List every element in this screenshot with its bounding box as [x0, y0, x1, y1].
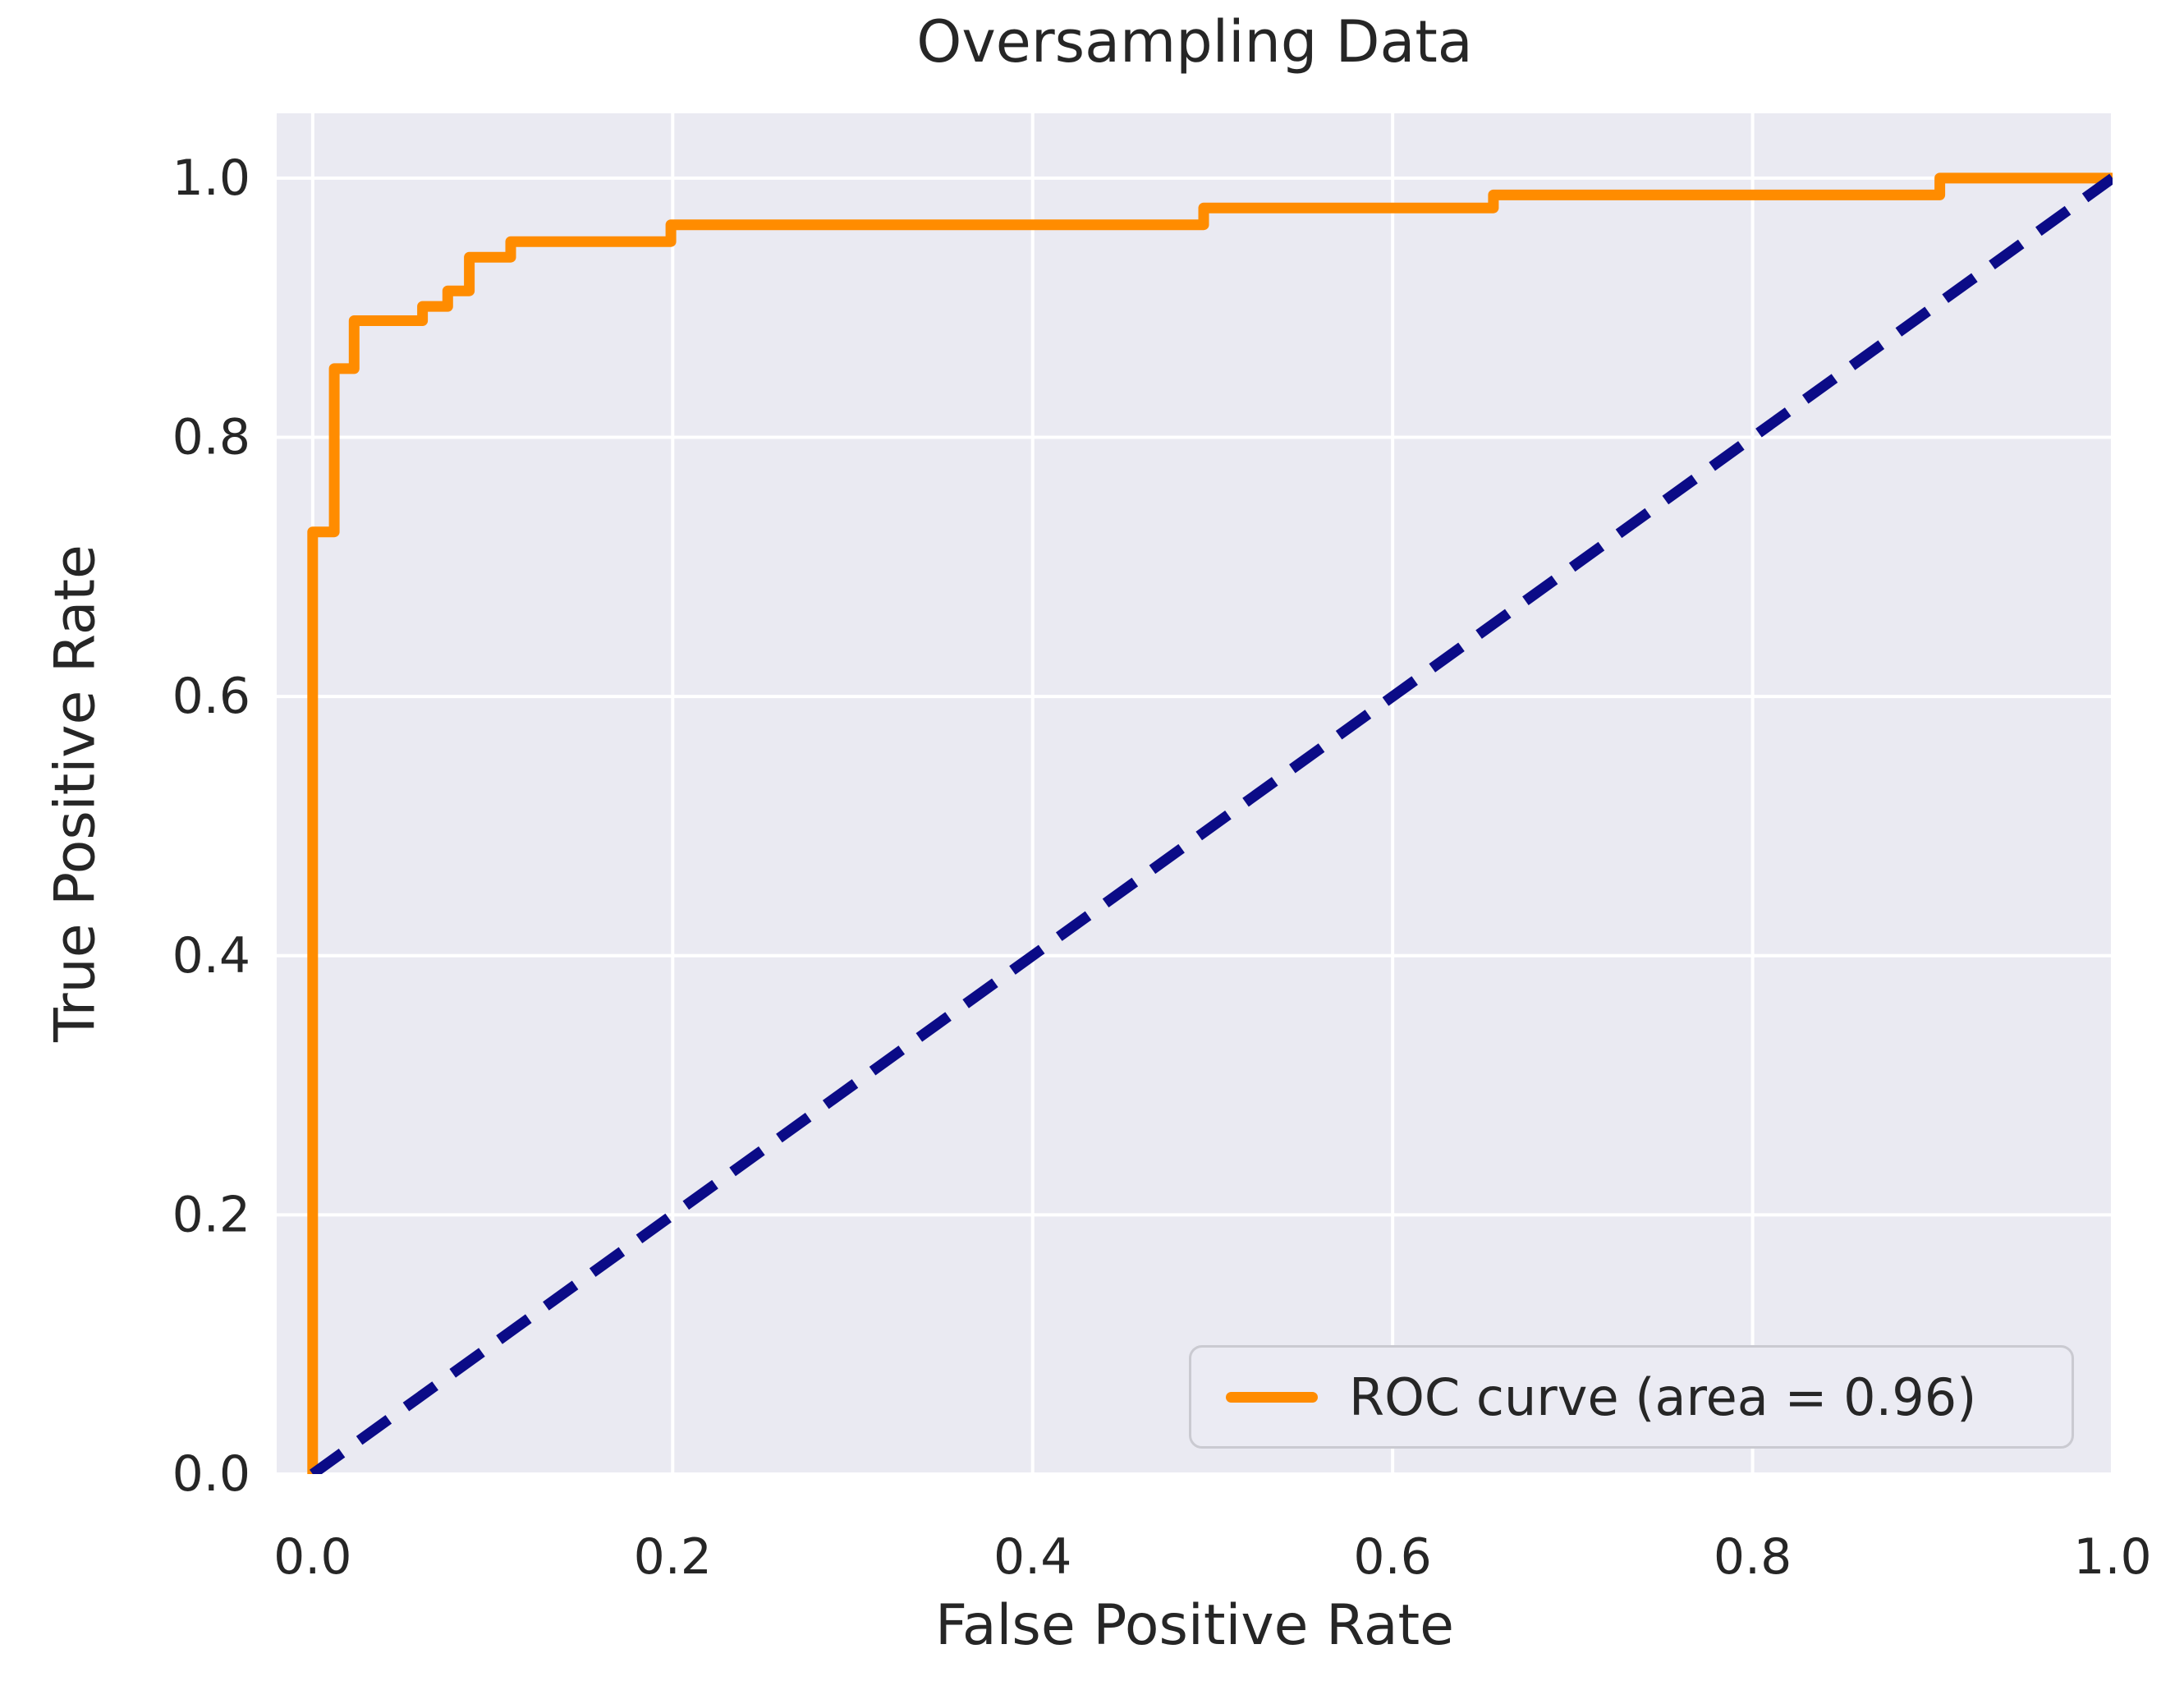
axes-background [277, 113, 2113, 1474]
x-tick-label: 0.8 [1714, 1528, 1792, 1586]
x-axis-label: False Positive Rate [935, 1593, 1454, 1658]
y-tick-label: 0.8 [172, 409, 250, 466]
x-tick-label: 0.6 [1353, 1528, 1431, 1586]
x-tick-label: 1.0 [2073, 1528, 2151, 1586]
y-tick-label: 0.4 [172, 927, 250, 985]
roc-curve-line [307, 172, 2113, 1474]
y-tick-label: 0.6 [172, 668, 250, 725]
legend-label: ROC curve (area = 0.96) [1349, 1366, 1977, 1427]
y-tick-label: 0.0 [172, 1445, 250, 1503]
x-tick-label: 0.4 [993, 1528, 1071, 1586]
roc-curve-legend-swatch [1226, 1391, 1318, 1403]
y-tick-label: 0.2 [172, 1186, 250, 1243]
y-tick-label: 1.0 [172, 149, 250, 207]
chart-title: Oversampling Data [916, 8, 1473, 76]
legend: ROC curve (area = 0.96) [1189, 1345, 2074, 1449]
x-tick-label: 0.0 [273, 1528, 351, 1586]
y-axis-label: True Positive Rate [43, 544, 108, 1042]
chance-line [310, 173, 2113, 1474]
series-group [307, 172, 2113, 1474]
x-tick-label: 0.2 [634, 1528, 712, 1586]
